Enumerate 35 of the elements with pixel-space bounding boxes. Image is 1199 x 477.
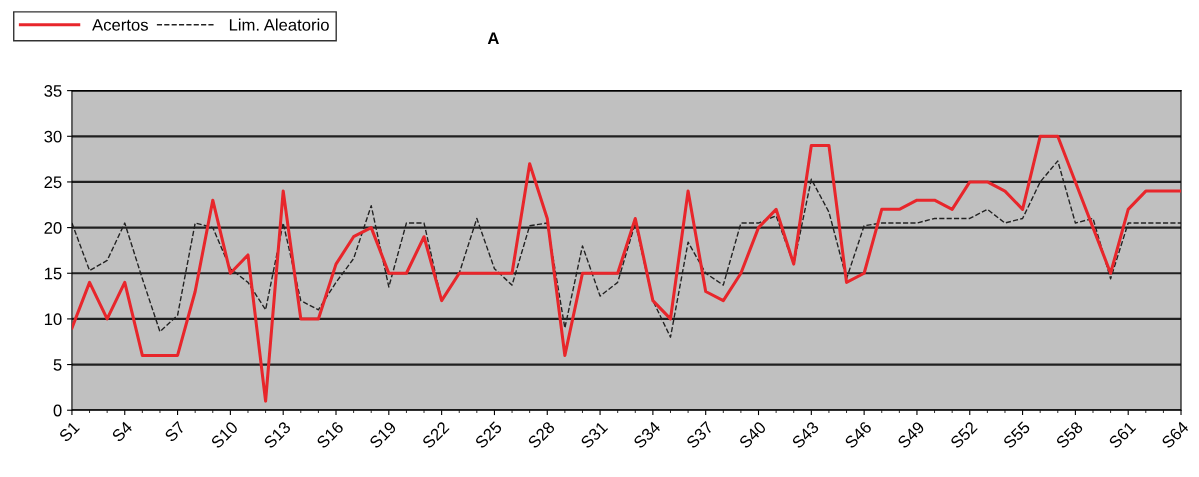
y-tick-label: 0 xyxy=(53,404,62,417)
y-tick-label: 15 xyxy=(44,267,62,280)
x-tick-label: S4 xyxy=(111,420,134,443)
x-tick-label: S16 xyxy=(315,420,345,450)
line-series xyxy=(71,134,1182,403)
x-tick-label: S34 xyxy=(632,420,662,450)
x-tick-label: S19 xyxy=(368,420,397,450)
y-tick-label: 5 xyxy=(53,359,62,371)
x-tick-label: S55 xyxy=(1002,420,1031,450)
legend-label: Acertos xyxy=(92,19,148,31)
x-tick-label: S28 xyxy=(527,420,556,450)
x-tick-label: S61 xyxy=(1108,420,1137,450)
legend-label: Lim. Aleatorio xyxy=(229,18,329,31)
y-tick-label: 25 xyxy=(44,176,62,189)
x-tick-label: S25 xyxy=(474,420,503,450)
x-tick-label: S10 xyxy=(210,420,239,450)
x-tick-label: S1 xyxy=(58,420,81,443)
y-tick-label: 35 xyxy=(44,85,62,97)
x-tick-label: S58 xyxy=(1055,420,1084,450)
x-tick-label: S40 xyxy=(738,420,767,450)
x-tick-label: S49 xyxy=(896,420,926,450)
x-tick-label: S43 xyxy=(791,420,820,450)
x-tick-label: S46 xyxy=(844,420,873,450)
line-series xyxy=(71,160,1182,338)
x-tick-label: S7 xyxy=(164,420,186,443)
x-tick-label: S22 xyxy=(421,420,450,450)
x-tick-label: S13 xyxy=(263,420,292,450)
x-tick-label: S52 xyxy=(949,420,978,450)
x-tick-label: S37 xyxy=(685,420,714,450)
chart-title: A xyxy=(487,32,499,44)
y-tick-label: 30 xyxy=(44,130,62,143)
y-tick-label: 20 xyxy=(44,222,62,234)
x-tick-label: S64 xyxy=(1160,420,1190,450)
x-tick-label: S31 xyxy=(579,420,609,450)
y-tick-label: 10 xyxy=(44,313,62,326)
